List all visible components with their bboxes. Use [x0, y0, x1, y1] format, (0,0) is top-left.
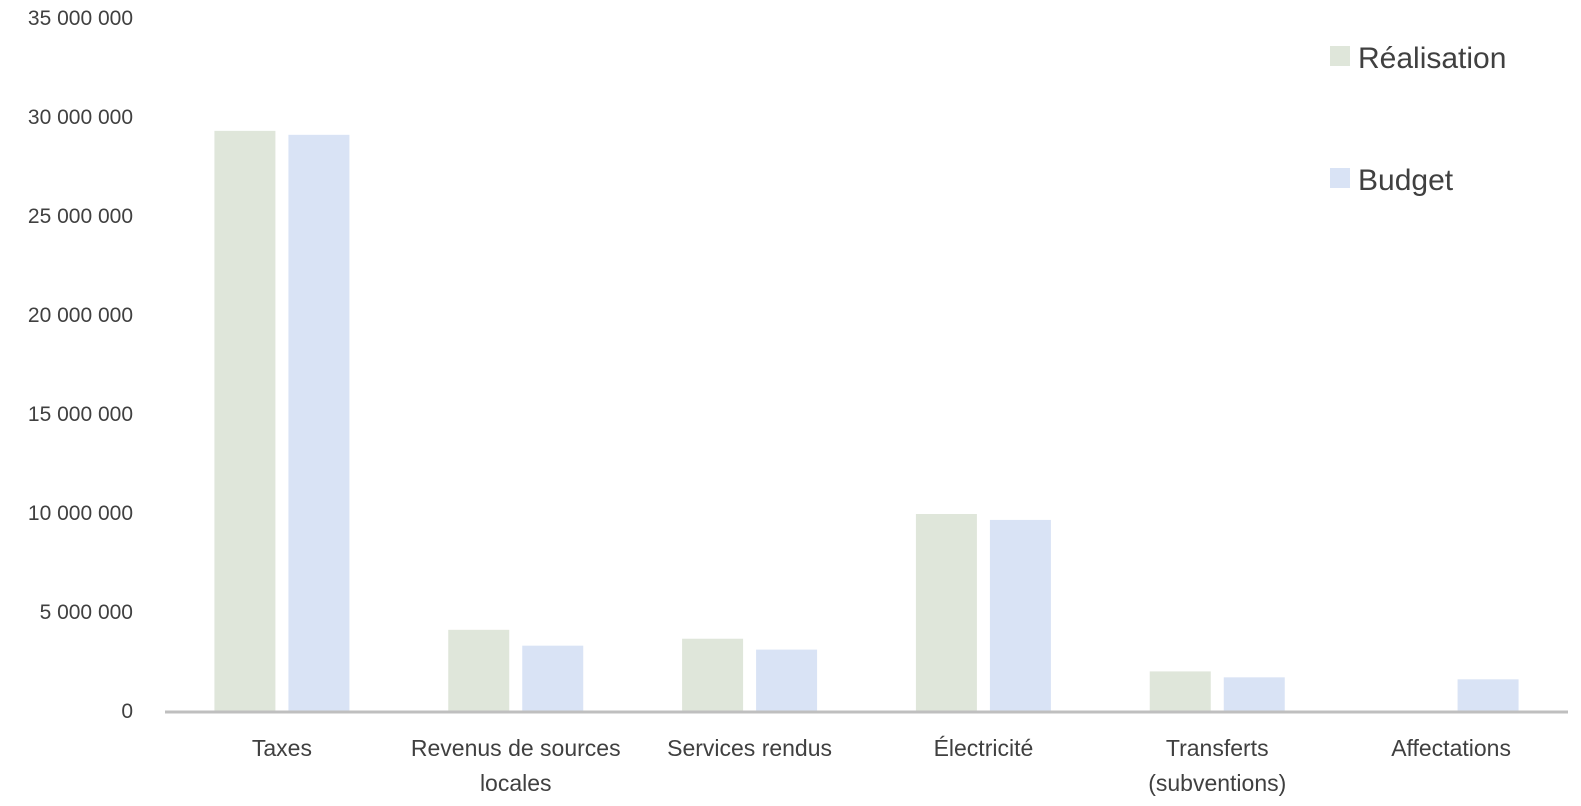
x-tick-label: Revenus de sources: [411, 735, 621, 761]
bar-budget: [1457, 679, 1519, 711]
y-tick-label: 0: [121, 700, 133, 723]
bar-budget: [288, 134, 350, 711]
x-tick-label: Services rendus: [667, 735, 832, 761]
y-tick-label: 30 000 000: [28, 106, 133, 129]
bar-budget: [522, 645, 584, 711]
y-tick-label: 5 000 000: [40, 601, 133, 624]
x-tick-label: (subventions): [1148, 770, 1286, 796]
x-axis-labels: Taxes Revenus de sources locales Services r…: [252, 735, 1511, 796]
bar-budget: [1223, 677, 1285, 711]
legend-label: Budget: [1358, 164, 1454, 197]
bar-realisation: [915, 513, 977, 711]
legend-swatch: [1330, 46, 1350, 66]
bars-group: [214, 130, 1519, 712]
bar-realisation: [214, 130, 276, 712]
x-tick-label: Affectations: [1391, 735, 1511, 761]
legend-swatch: [1330, 168, 1350, 188]
y-tick-label: 20 000 000: [28, 304, 133, 327]
x-tick-label: Électricité: [934, 735, 1034, 761]
x-tick-label: Taxes: [252, 735, 312, 761]
legend-label: Réalisation: [1358, 42, 1506, 75]
y-tick-label: 15 000 000: [28, 403, 133, 426]
legend: Réalisation Budget: [1330, 42, 1506, 197]
y-tick-label: 35 000 000: [28, 7, 133, 30]
x-tick-label: Transferts: [1166, 735, 1269, 761]
bar-budget: [989, 519, 1051, 711]
bar-budget: [756, 649, 818, 711]
y-tick-label: 10 000 000: [28, 502, 133, 525]
x-tick-label: locales: [480, 770, 552, 796]
y-axis-ticks: 0 5 000 000 10 000 000 15 000 000 20 000 000…: [28, 7, 133, 723]
bar-realisation: [1149, 671, 1211, 711]
y-tick-label: 25 000 000: [28, 205, 133, 228]
bar-realisation: [682, 638, 744, 711]
bar-realisation: [448, 629, 510, 711]
